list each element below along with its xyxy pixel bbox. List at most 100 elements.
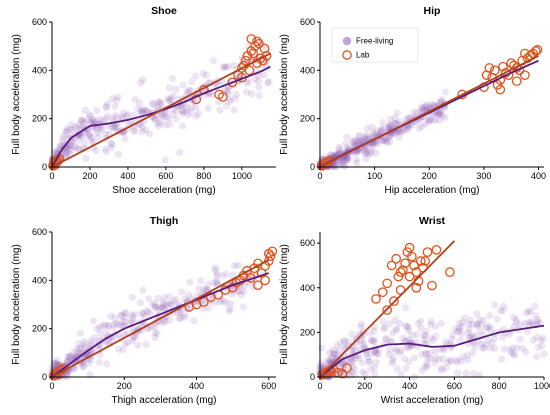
free-living-point: [194, 110, 203, 118]
free-living-point: [484, 324, 492, 332]
y-axis-label: Full body acceleration (mg): [279, 34, 290, 155]
free-living-point: [94, 133, 102, 141]
free-living-point: [521, 319, 529, 328]
free-living-point: [486, 312, 494, 320]
free-living-point: [455, 327, 463, 335]
free-living-point: [109, 95, 117, 103]
free-living-point: [178, 107, 186, 115]
free-living-point: [167, 95, 175, 103]
free-living-point: [361, 135, 370, 143]
free-living-point: [437, 365, 445, 373]
free-living-point: [383, 139, 391, 147]
free-living-point: [354, 138, 362, 147]
free-living-point: [516, 335, 524, 343]
free-living-point: [62, 151, 71, 160]
free-living-point: [471, 343, 479, 351]
free-living-point: [452, 356, 460, 364]
free-living-point: [462, 369, 470, 378]
free-living-point: [85, 130, 93, 138]
free-living-point: [385, 123, 393, 131]
free-living-point: [516, 321, 525, 329]
free-living-point: [387, 121, 396, 129]
free-living-point: [63, 357, 71, 365]
free-living-point: [172, 85, 180, 93]
free-living-point: [75, 145, 83, 153]
lab-points: [317, 242, 455, 380]
free-living-point: [92, 146, 100, 155]
free-living-point: [370, 337, 378, 346]
x-tick-label: 0: [317, 381, 322, 391]
free-living-point: [153, 104, 162, 112]
free-living-point: [486, 326, 495, 334]
free-living-point: [468, 331, 476, 339]
free-living-point: [202, 286, 210, 294]
free-living-point: [67, 355, 75, 363]
free-living-point: [392, 129, 400, 137]
free-living-point: [144, 308, 152, 316]
lab-point: [520, 70, 530, 81]
free-living-point: [178, 109, 187, 118]
panel-title: Thigh: [150, 215, 179, 227]
free-living-point: [93, 324, 101, 333]
x-tick-label: 100: [367, 171, 382, 181]
free-living-point: [379, 325, 388, 333]
free-living-point: [459, 318, 467, 326]
free-living-point: [127, 317, 136, 325]
legend-free-living-label: Free-living: [356, 37, 393, 46]
lab-point: [252, 36, 262, 47]
free-living-point: [197, 277, 205, 285]
x-axis-label: Wrist acceleration (mg): [381, 395, 484, 406]
free-living-point: [423, 362, 432, 370]
free-living-point: [102, 102, 111, 110]
free-living-point: [476, 315, 484, 324]
free-living-point: [101, 130, 110, 139]
free-living-point: [417, 324, 425, 332]
free-living-point: [166, 300, 174, 308]
y-axis-label: Full body acceleration (mg): [11, 244, 22, 365]
free-living-point: [130, 111, 138, 119]
free-living-point: [210, 279, 218, 287]
free-living-point: [161, 318, 169, 326]
free-living-point: [113, 96, 121, 104]
free-living-point: [106, 312, 115, 320]
free-living-point: [459, 353, 467, 361]
legend-free-living-marker: [342, 36, 352, 46]
free-living-point: [484, 336, 493, 345]
free-living-point: [154, 98, 163, 106]
free-living-point: [399, 127, 407, 135]
free-living-point: [392, 345, 400, 353]
free-living-point: [130, 126, 138, 134]
free-living-point: [510, 322, 518, 330]
free-living-point: [392, 325, 401, 333]
free-living-point: [160, 294, 168, 302]
free-living-point: [373, 127, 381, 135]
lab-point: [244, 65, 255, 76]
lab-point: [393, 271, 404, 282]
free-living-point: [141, 107, 149, 115]
lab-point: [489, 65, 500, 76]
free-living-point: [379, 318, 388, 326]
free-living-point: [417, 317, 425, 325]
free-living-point: [355, 139, 364, 147]
free-living-point: [353, 159, 361, 167]
free-living-point: [50, 147, 59, 155]
free-living-point: [199, 69, 207, 78]
free-living-point: [186, 86, 194, 94]
free-living-point: [232, 91, 240, 99]
free-living-point: [150, 299, 159, 308]
free-living-point: [97, 124, 105, 132]
free-living-point: [160, 301, 168, 309]
free-living-point: [403, 344, 412, 352]
free-living-point: [121, 135, 129, 143]
free-living-point: [336, 339, 344, 347]
free-living-point: [500, 302, 508, 311]
free-living-point: [227, 299, 235, 307]
free-living-point: [128, 325, 136, 333]
free-living-point: [146, 309, 155, 317]
free-living-point: [510, 351, 518, 359]
free-living-point: [393, 365, 401, 373]
free-living-point: [101, 145, 110, 153]
free-living-point: [359, 368, 367, 376]
free-living-point: [211, 266, 219, 274]
